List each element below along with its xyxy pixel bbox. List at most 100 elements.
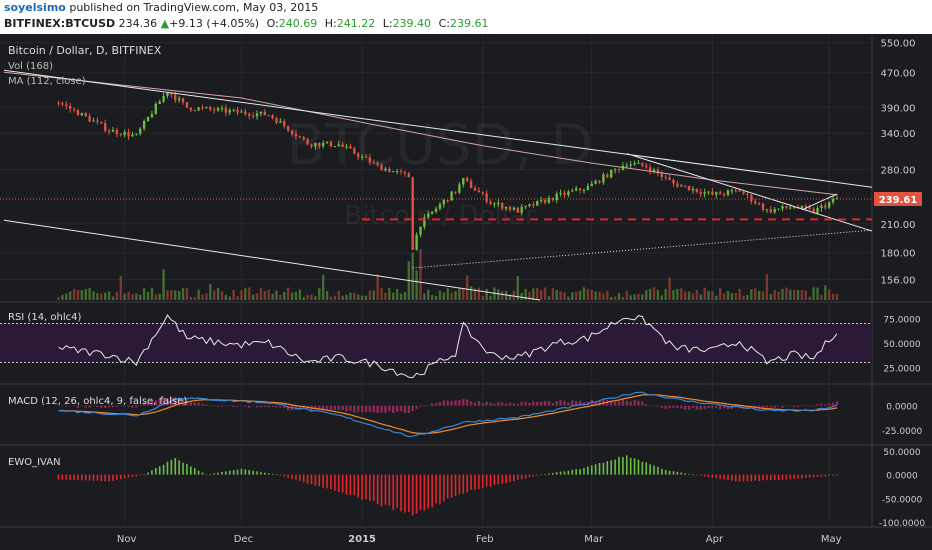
ewo-bar [209,474,212,475]
ewo-bar [497,474,500,485]
volume-bar [205,293,208,300]
ewo-bar [411,474,414,516]
volume-bar [166,290,169,300]
volume-bar [123,293,126,300]
macd-histogram-bar [551,402,554,406]
macd-histogram-bar [376,405,379,414]
ewo-bar [380,474,383,507]
ewo-bar [112,474,114,481]
candle-body [360,156,364,158]
candle-body [547,197,551,203]
ewo-bar [267,473,270,475]
chart-canvas[interactable]: BTCUSD, D Bitcoin / Dollar 550.00470.003… [0,34,932,550]
candle-body [820,205,823,209]
macd-histogram-bar [633,400,636,406]
candle-body [100,121,103,124]
candle-body [590,183,593,187]
ewo-bar [123,474,126,479]
ewo-bar [81,474,83,481]
macd-histogram-bar [322,405,325,409]
candle-body [368,157,372,163]
ewo-bar [769,474,772,481]
ewo-bar [147,472,149,475]
ewo-tick-label: -50.0000 [882,495,923,505]
macd-line [58,391,838,438]
ewo-bar [555,472,558,475]
ewo-bar [295,474,297,480]
macd-histogram-bar [415,405,418,409]
volume-bar [306,294,309,300]
volume-bar [606,290,609,300]
macd-histogram-bar [699,405,702,410]
macd-histogram-bar [672,405,675,408]
volume-bar [61,294,64,300]
volume-bar [185,287,189,300]
macd-histogram-bar [185,400,189,406]
volume-bar [170,290,173,300]
ewo-bar [727,474,729,481]
volume-bar [536,287,539,300]
ewo-bar [661,468,663,475]
volume-bar [322,274,325,300]
ewo-bar [692,474,694,476]
volume-bar [746,295,749,300]
macd-histogram-bar [617,401,621,406]
vol-legend: Vol (168) [8,61,53,72]
author-name[interactable]: soyelsimo [4,1,66,14]
volume-bar [111,296,115,300]
macd-histogram-bar [789,405,792,407]
macd-histogram-bar [368,405,372,412]
candle-body [119,134,122,136]
volume-bar [668,277,671,300]
macd-histogram-bar [407,405,410,414]
ewo-bar [337,474,340,492]
macd-histogram-bar [590,399,593,406]
macd-histogram-bar [765,405,769,408]
volume-bar [318,287,321,300]
macd-histogram-bar [796,405,800,408]
macd-histogram-bar [532,401,535,406]
ewo-bar [501,474,504,484]
ewo-bar [478,474,480,489]
volume-bar [333,295,337,300]
candle-body [442,200,446,205]
macd-histogram-bar [516,404,519,406]
macd-histogram-bar [582,402,586,406]
volume-bar [434,295,438,300]
ewo-bar [116,474,118,480]
macd-histogram-bar [177,397,181,406]
ewo-bar [287,474,289,478]
macd-histogram-bar [135,405,138,408]
volume-bar [520,292,523,300]
ewo-bar [450,474,453,498]
ewo-bar [139,474,142,476]
ewo-bar [812,474,815,478]
volume-bar [660,295,663,300]
volume-bar [150,287,154,300]
last-price: 234.36 [118,17,158,30]
volume-bar [411,252,414,300]
ewo-bar [509,474,511,483]
candle-body [158,101,161,104]
volume-bar [641,294,644,300]
macd-histogram-bar [539,401,543,406]
volume-bar [656,289,660,300]
ewo-bar [345,474,348,495]
volume-bar [294,291,298,300]
volume-bar [512,290,516,300]
candle-body [329,141,333,147]
macd-histogram-bar [411,405,414,412]
volume-bar [259,288,263,300]
macd-histogram-bar [150,401,154,406]
ma-legend: MA (112, close) [8,76,86,87]
macd-histogram-bar [828,403,831,406]
chart-title: Bitcoin / Dollar, D, BITFINEX [8,44,162,57]
macd-histogram-bar [656,405,660,407]
candle-body [789,207,792,209]
volume-bar [162,269,165,300]
macd-legend: MACD (12, 26, ohlc4, 9, false, false) [8,396,187,407]
macd-histogram-bar [621,399,625,406]
volume-bar [610,296,613,300]
macd-histogram-bar [224,405,228,407]
candle-body [364,156,368,158]
